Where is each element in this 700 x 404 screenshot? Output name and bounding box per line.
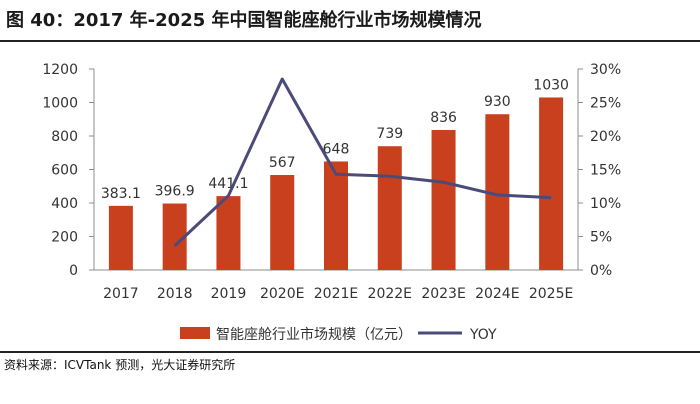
left-axis-tick-label: 200 [51, 230, 78, 246]
bar-value-label: 930 [484, 94, 511, 110]
bar-value-label: 567 [269, 155, 296, 171]
x-axis-tick-label: 2019 [211, 286, 247, 302]
left-axis-tick-label: 600 [51, 163, 78, 179]
right-axis-tick-label: 0% [590, 263, 612, 279]
x-axis-tick-label: 2018 [157, 286, 193, 302]
legend-line-label: YOY [469, 327, 497, 343]
right-axis-tick-label: 5% [590, 230, 612, 246]
x-axis-tick-label: 2017 [103, 286, 139, 302]
source-note: 资料来源：ICVTank 预测，光大证券研究所 [4, 358, 236, 372]
left-axis-tick-label: 0 [69, 263, 78, 279]
right-axis-tick-label: 20% [590, 129, 621, 145]
bar [270, 175, 295, 270]
left-axis-tick-label: 400 [51, 196, 78, 212]
bar-value-label: 648 [323, 141, 350, 157]
footer-divider [0, 351, 700, 353]
right-axis-tick-label: 25% [590, 96, 621, 112]
bar [539, 97, 564, 270]
title-divider [0, 40, 700, 42]
bar [377, 146, 402, 270]
x-axis-tick-label: 2022E [368, 286, 412, 302]
bar-value-label: 1030 [533, 77, 569, 93]
chart-title: 图 40：2017 年-2025 年中国智能座舱行业市场规模情况 [6, 10, 482, 31]
bar-value-label: 383.1 [101, 186, 141, 202]
x-axis-tick-label: 2023E [421, 286, 465, 302]
chart: 0 200 400 600 800 1000 1200 0% 5% 10% 15% 20% 25% 30%… [42, 62, 621, 343]
bar [108, 205, 133, 270]
x-axis-tick-label: 2020E [260, 286, 304, 302]
x-axis-tick-label: 2024E [475, 286, 519, 302]
bar [324, 161, 348, 270]
x-axis-tick-label: 2021E [314, 286, 358, 302]
right-axis-tick-label: 15% [590, 163, 621, 179]
right-axis-tick-label: 30% [590, 62, 621, 78]
bar-value-label: 441.1 [208, 176, 248, 192]
bar [431, 129, 456, 270]
bar-value-label: 739 [376, 126, 403, 142]
legend-bar-label: 智能座舱行业市场规模（亿元） [216, 326, 412, 343]
left-axis-tick-label: 800 [51, 129, 78, 145]
right-axis-tick-label: 10% [590, 196, 621, 212]
left-axis-tick-label: 1200 [42, 62, 78, 78]
yoy-line [173, 77, 552, 247]
x-axis-tick-label: 2025E [529, 286, 573, 302]
bar [216, 196, 241, 270]
bar-value-label: 396.9 [155, 184, 195, 200]
left-axis-tick-label: 1000 [42, 96, 78, 112]
bar-value-label: 836 [430, 110, 457, 126]
legend-bar-swatch [180, 327, 210, 339]
